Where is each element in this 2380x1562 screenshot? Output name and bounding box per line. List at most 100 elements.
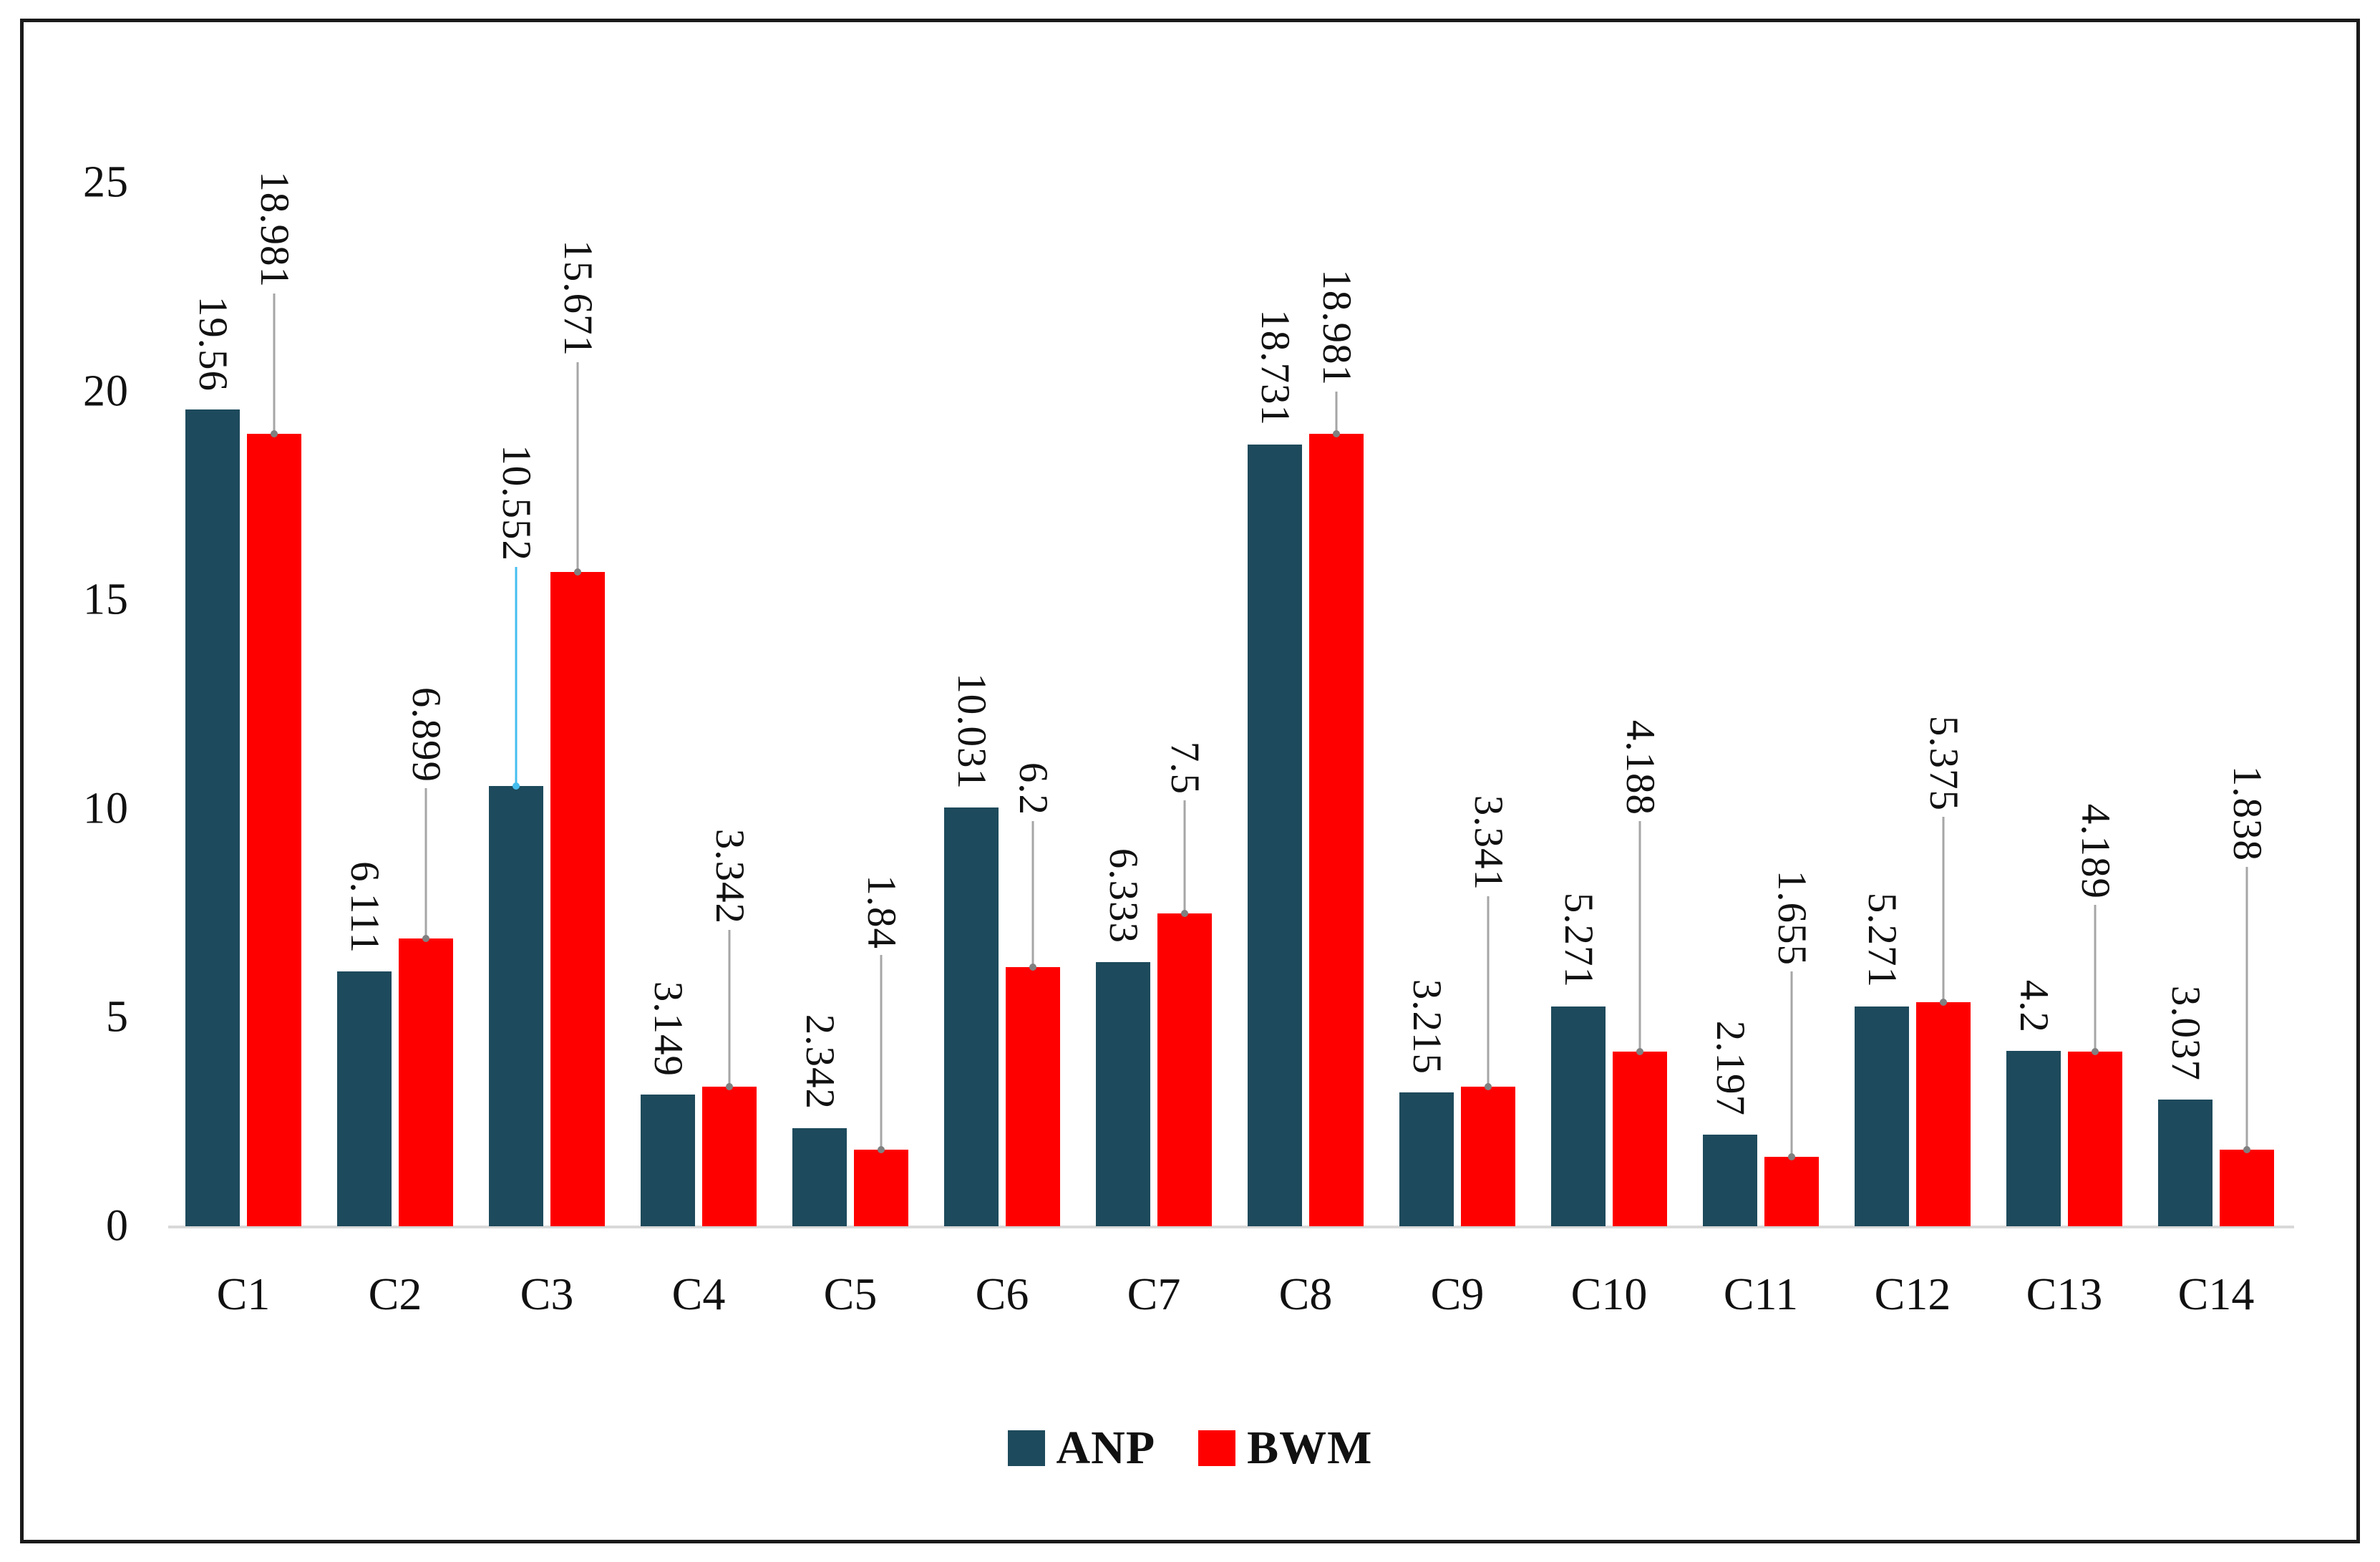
anp-bar-c4 bbox=[641, 1095, 695, 1226]
x-axis-category-label: C2 bbox=[368, 1268, 422, 1319]
bwm-data-label-c9: 3.341 bbox=[1465, 795, 1511, 891]
legend-label-anp: ANP bbox=[1056, 1422, 1156, 1474]
bwm-data-label-c7: 7.5 bbox=[1162, 741, 1208, 795]
bwm-bar-c12 bbox=[1916, 1001, 1971, 1226]
anp-data-label-c9: 3.215 bbox=[1404, 979, 1449, 1075]
bwm-data-label-c14: 1.838 bbox=[2224, 766, 2270, 862]
anp-data-label-c6: 10.031 bbox=[948, 672, 994, 790]
x-axis-category-label: C12 bbox=[1874, 1268, 1951, 1319]
anp-color-swatch bbox=[1007, 1430, 1045, 1466]
bwm-bar-c9 bbox=[1461, 1087, 1515, 1226]
leader-line-endpoint-dot bbox=[1333, 430, 1340, 438]
leader-line-endpoint-dot bbox=[1485, 1083, 1492, 1091]
anp-data-label-c7: 6.333 bbox=[1100, 848, 1146, 944]
bwm-data-label-c8: 18.981 bbox=[1313, 268, 1359, 386]
bwm-label-leader-line-c13 bbox=[2094, 904, 2097, 1052]
y-axis-tick-label: 5 bbox=[106, 992, 129, 1042]
anp-bar-c1 bbox=[185, 409, 240, 1226]
bwm-label-leader-line-c12 bbox=[1942, 817, 1945, 1002]
bwm-data-label-c12: 5.375 bbox=[1920, 716, 1966, 812]
x-axis-category-label: C11 bbox=[1723, 1268, 1799, 1319]
anp-bar-c6 bbox=[944, 807, 999, 1226]
bwm-label-leader-line-c5 bbox=[880, 954, 883, 1150]
leader-line-endpoint-dot bbox=[2092, 1047, 2099, 1055]
x-axis-category-label: C6 bbox=[975, 1268, 1029, 1319]
leader-line-endpoint-dot bbox=[878, 1145, 885, 1153]
leader-line-endpoint-dot bbox=[513, 782, 520, 790]
anp-data-label-c8: 18.731 bbox=[1252, 309, 1298, 427]
anp-bar-c11 bbox=[1703, 1134, 1757, 1226]
anp-bar-c10 bbox=[1551, 1006, 1606, 1226]
anp-bar-c2 bbox=[337, 971, 392, 1226]
bwm-bar-c4 bbox=[702, 1087, 757, 1226]
bwm-bar-c11 bbox=[1764, 1157, 1819, 1226]
x-axis-category-label: C5 bbox=[823, 1268, 878, 1319]
x-axis-line bbox=[168, 1226, 2294, 1228]
bwm-bar-c5 bbox=[854, 1149, 908, 1226]
bwm-bar-c8 bbox=[1309, 434, 1364, 1226]
bwm-label-leader-line-c10 bbox=[1638, 821, 1641, 1052]
leader-line-endpoint-dot bbox=[574, 568, 581, 576]
x-axis-category-label: C1 bbox=[216, 1268, 271, 1319]
bwm-bar-c6 bbox=[1006, 967, 1060, 1226]
bwm-bar-c14 bbox=[2220, 1149, 2274, 1226]
anp-data-label-c12: 5.271 bbox=[1859, 892, 1905, 989]
leader-line-endpoint-dot bbox=[422, 934, 429, 942]
bwm-bar-c7 bbox=[1157, 913, 1212, 1226]
anp-data-label-c14: 3.037 bbox=[2162, 985, 2208, 1082]
leader-line-endpoint-dot bbox=[1636, 1047, 1643, 1055]
legend-item-bwm: BWM bbox=[1198, 1421, 1372, 1475]
x-axis-category-label: C7 bbox=[1127, 1268, 1181, 1319]
bwm-bar-c2 bbox=[399, 938, 453, 1226]
chart-outer-border bbox=[20, 19, 2360, 1543]
bwm-label-leader-line-c6 bbox=[1031, 821, 1034, 968]
bwm-label-leader-line-c4 bbox=[728, 929, 731, 1087]
bwm-bar-c1 bbox=[247, 434, 301, 1226]
anp-bar-c3 bbox=[489, 785, 543, 1226]
anp-data-label-c10: 5.271 bbox=[1555, 892, 1601, 989]
anp-data-label-c2: 6.111 bbox=[341, 860, 387, 954]
y-axis-tick-label: 25 bbox=[83, 157, 129, 207]
bwm-label-leader-line-c1 bbox=[273, 293, 276, 435]
y-axis-tick-label: 20 bbox=[83, 367, 129, 416]
leader-line-endpoint-dot bbox=[1940, 998, 1947, 1006]
leader-line-endpoint-dot bbox=[1788, 1153, 1795, 1161]
legend-item-anp: ANP bbox=[1007, 1421, 1156, 1475]
bwm-data-label-c10: 4.188 bbox=[1617, 720, 1663, 816]
x-axis-category-label: C10 bbox=[1570, 1268, 1648, 1319]
leader-line-endpoint-dot bbox=[271, 430, 278, 438]
bwm-data-label-c3: 15.671 bbox=[555, 240, 601, 356]
anp-bar-c13 bbox=[2006, 1051, 2061, 1226]
bwm-color-swatch bbox=[1198, 1430, 1236, 1466]
bwm-bar-c10 bbox=[1613, 1051, 1667, 1226]
bwm-data-label-c2: 6.899 bbox=[403, 687, 449, 782]
bwm-data-label-c13: 4.189 bbox=[2072, 803, 2118, 899]
bwm-bar-c13 bbox=[2068, 1051, 2122, 1226]
anp-data-label-c11: 2.197 bbox=[1707, 1020, 1753, 1117]
bwm-data-label-c11: 1.655 bbox=[1769, 870, 1815, 966]
x-axis-category-label: C4 bbox=[671, 1268, 726, 1319]
anp-bar-c5 bbox=[792, 1128, 847, 1226]
anp-bar-c8 bbox=[1248, 444, 1302, 1226]
anp-label-leader-line-c3 bbox=[515, 566, 518, 786]
anp-bar-c7 bbox=[1096, 961, 1150, 1226]
anp-bar-c12 bbox=[1855, 1006, 1909, 1226]
leader-line-endpoint-dot bbox=[1029, 964, 1036, 971]
leader-line-endpoint-dot bbox=[2243, 1145, 2250, 1153]
bwm-data-label-c1: 18.981 bbox=[251, 170, 297, 288]
y-axis-tick-label: 15 bbox=[83, 575, 129, 624]
bwm-label-leader-line-c8 bbox=[1335, 391, 1338, 435]
bwm-label-leader-line-c11 bbox=[1790, 971, 1793, 1158]
anp-bar-c9 bbox=[1399, 1092, 1454, 1226]
bwm-bar-c3 bbox=[550, 572, 605, 1226]
bwm-data-label-c6: 6.2 bbox=[1010, 762, 1056, 816]
y-axis-tick-label: 0 bbox=[106, 1201, 129, 1251]
y-axis-tick-label: 10 bbox=[83, 784, 129, 833]
x-axis-category-label: C13 bbox=[2026, 1268, 2103, 1319]
leader-line-endpoint-dot bbox=[1181, 909, 1188, 917]
bwm-data-label-c5: 1.84 bbox=[858, 875, 904, 949]
anp-data-label-c3: 10.552 bbox=[493, 444, 539, 561]
legend-label-bwm: BWM bbox=[1247, 1422, 1373, 1474]
anp-data-label-c13: 4.2 bbox=[2011, 979, 2056, 1033]
